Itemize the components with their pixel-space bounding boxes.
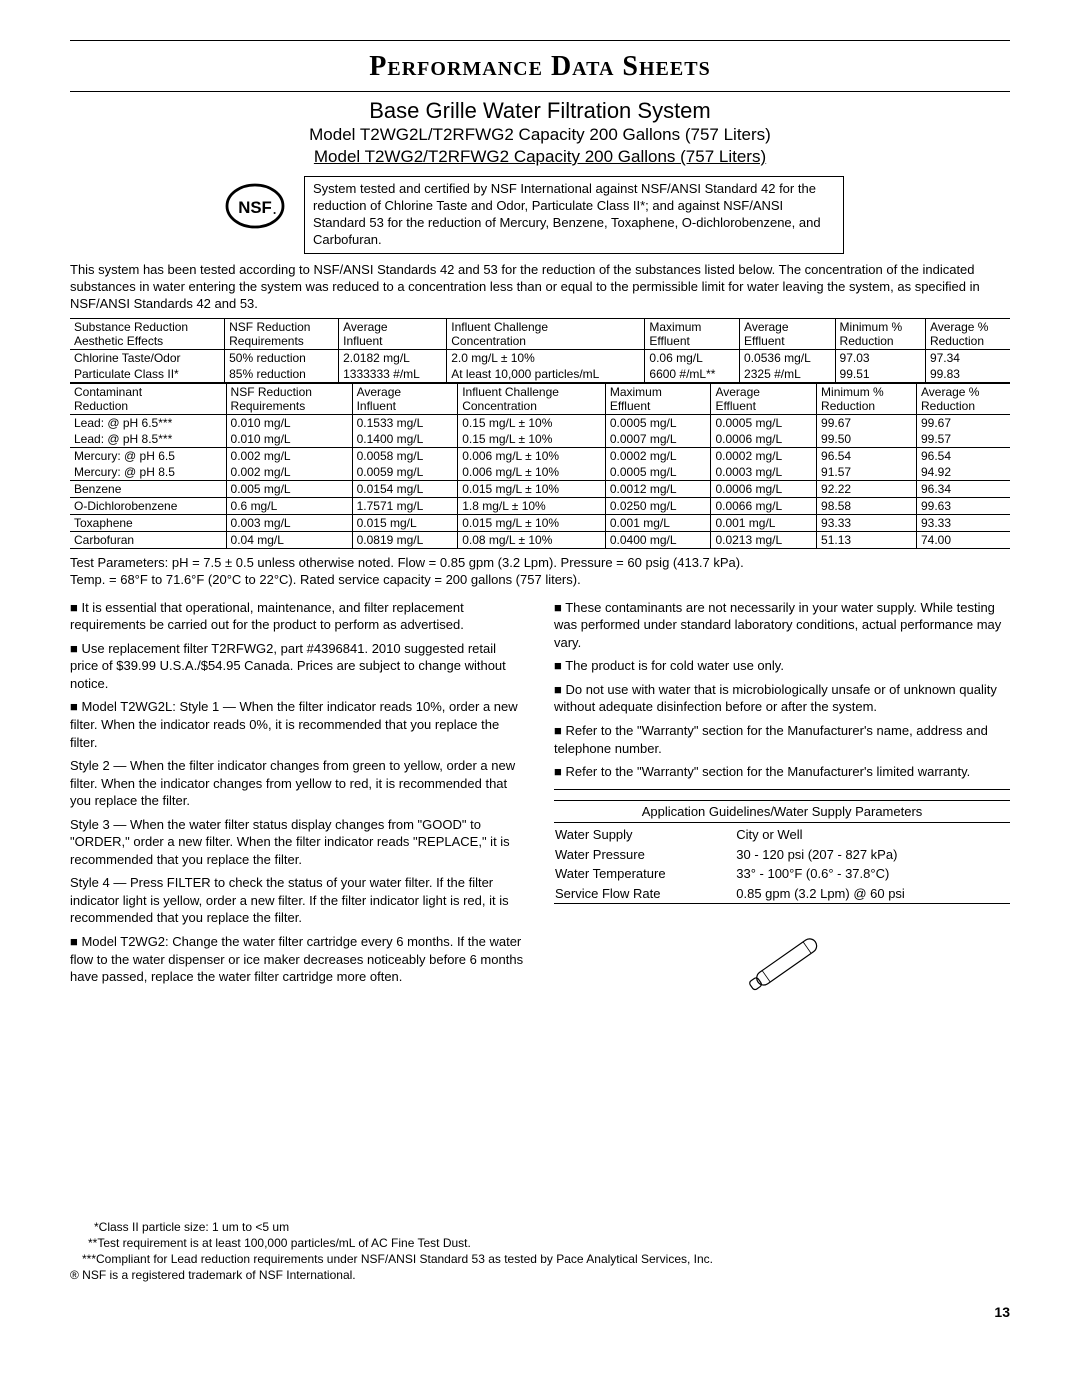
page-number: 13 <box>70 1304 1010 1320</box>
page-title: Performance Data Sheets <box>70 51 1010 83</box>
nsf-icon: NSF <box>220 176 290 236</box>
left-column: ■ It is essential that operational, main… <box>70 599 526 1019</box>
intro-text: This system has been tested according to… <box>70 262 1010 313</box>
footnotes: *Class II particle size: 1 um to <5 um *… <box>70 1219 1010 1284</box>
test-param-2: Temp. = 68°F to 71.6°F (20°C to 22°C). R… <box>70 572 581 587</box>
subtitle: Base Grille Water Filtration System <box>70 98 1010 124</box>
test-param-1: Test Parameters: pH = 7.5 ± 0.5 unless o… <box>70 555 744 570</box>
model-line-2: Model T2WG2/T2RFWG2 Capacity 200 Gallons… <box>70 146 1010 168</box>
guidelines-title: Application Guidelines/Water Supply Para… <box>554 800 1010 824</box>
guidelines-table: Water SupplyCity or WellWater Pressure30… <box>554 825 1010 904</box>
svg-text:NSF: NSF <box>238 198 272 217</box>
cert-box: System tested and certified by NSF Inter… <box>304 176 844 254</box>
model-line-1: Model T2WG2L/T2RFWG2 Capacity 200 Gallon… <box>70 124 1010 146</box>
data-table-2: ContaminantReduction NSF ReductionRequir… <box>70 383 1010 549</box>
data-table-1: Substance ReductionAesthetic Effects NSF… <box>70 318 1010 383</box>
right-column: ■ These contaminants are not necessarily… <box>554 599 1010 1019</box>
filter-illustration <box>554 914 1010 1019</box>
